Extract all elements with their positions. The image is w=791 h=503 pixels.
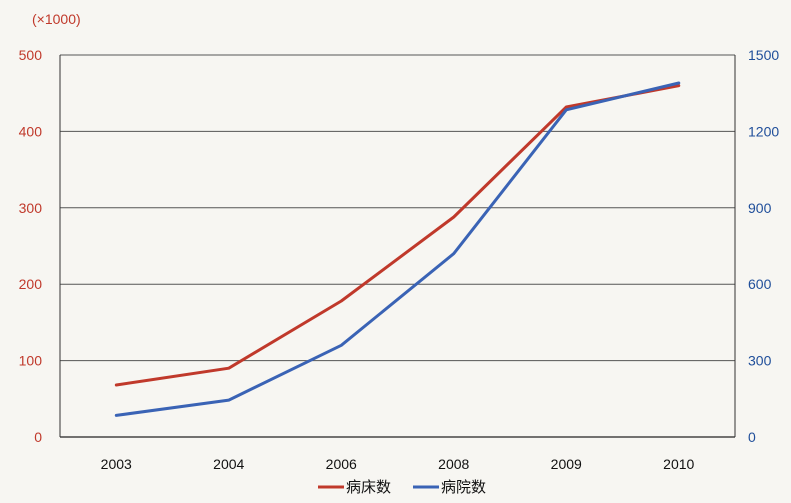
gridlines (60, 54, 735, 362)
x-axis: 2003 2004 2006 2008 2009 2010 (101, 456, 695, 472)
legend-label: 病床数 (346, 479, 391, 496)
left-y-tick-label: 500 (19, 47, 43, 63)
series-lines (114, 81, 681, 417)
x-tick-label: 2004 (213, 456, 244, 472)
x-tick-label: 2008 (438, 456, 469, 472)
left-y-tick-label: 400 (19, 123, 43, 139)
left-y-tick-label: 200 (19, 276, 43, 292)
left-axis-unit-label: (×1000) (32, 11, 81, 27)
right-y-tick-label: 300 (748, 353, 772, 369)
right-y-tick-label: 0 (748, 429, 756, 445)
legend: 病床数 病院数 (318, 478, 486, 496)
x-tick-label: 2003 (101, 456, 132, 472)
right-y-axis: 0 300 600 900 1200 1500 (748, 47, 779, 445)
x-tick-label: 2009 (551, 456, 582, 472)
x-tick-label: 2010 (663, 456, 694, 472)
right-y-tick-label: 1200 (748, 123, 779, 139)
right-y-tick-label: 1500 (748, 47, 779, 63)
right-y-tick-label: 600 (748, 276, 772, 292)
right-y-tick-label: 900 (748, 200, 772, 216)
left-y-axis: 0 100 200 300 400 500 (19, 47, 43, 445)
series-line-1 (114, 81, 681, 417)
legend-label: 病院数 (441, 478, 486, 496)
left-y-tick-label: 0 (34, 429, 42, 445)
left-y-tick-label: 100 (19, 353, 43, 369)
left-y-tick-label: 300 (19, 200, 43, 216)
x-tick-label: 2006 (326, 456, 357, 472)
series-line-0 (114, 84, 681, 387)
